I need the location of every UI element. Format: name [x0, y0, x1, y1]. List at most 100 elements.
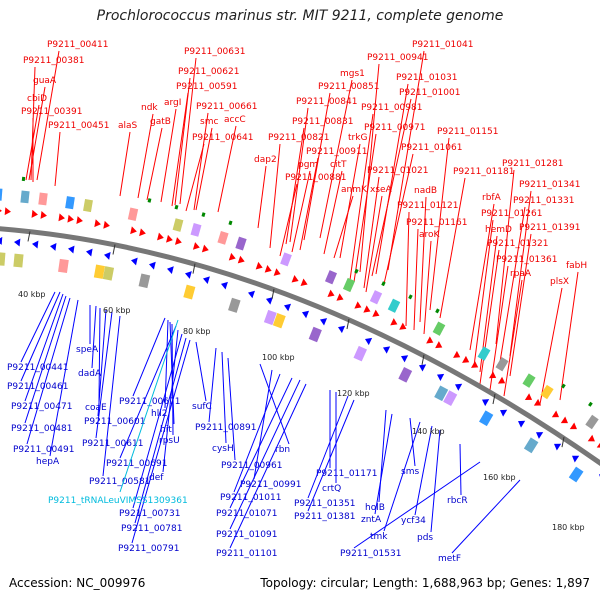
- reverse-gene-znta-label[interactable]: zntA: [361, 515, 382, 525]
- reverse-gene-p9211-01171-label[interactable]: P9211_01171: [316, 469, 377, 479]
- forward-gene-p9211-01281-label[interactable]: P9211_01281: [502, 159, 563, 169]
- reverse-gene-def-label[interactable]: def: [149, 473, 164, 483]
- reverse-gene-spea-label[interactable]: speA: [76, 345, 99, 355]
- reverse-gene-tmk-label[interactable]: tmk: [370, 532, 388, 542]
- reverse-gene-metf-label[interactable]: metF: [438, 554, 461, 564]
- reverse-gene-ycf34-label[interactable]: ycf34: [401, 516, 426, 526]
- forward-gene-p9211-01151-label[interactable]: P9211_01151: [437, 127, 498, 137]
- reverse-gene-p9211-00691-label[interactable]: P9211_00691: [106, 459, 167, 469]
- reverse-gene-p9211-00471-label[interactable]: P9211_00471: [11, 402, 72, 412]
- forward-gene-hemd-label[interactable]: hemD: [485, 225, 512, 235]
- reverse-gene-p9211-00991-label[interactable]: P9211_00991: [240, 480, 301, 490]
- reverse-gene-p9211-00481-label[interactable]: P9211_00481: [11, 424, 72, 434]
- reverse-gene-p9211-01091-label[interactable]: P9211_01091: [216, 530, 277, 540]
- forward-gene-p9211-01181-label[interactable]: P9211_01181: [453, 167, 514, 177]
- reverse-gene-dada-label[interactable]: dadA: [78, 369, 102, 379]
- forward-gene-ndk-label[interactable]: ndk: [141, 103, 158, 113]
- reverse-gene-hit-label[interactable]: hit: [160, 425, 172, 435]
- reverse-gene-crtq-label[interactable]: crtQ: [322, 484, 341, 494]
- forward-gene-p9211-00971-label[interactable]: P9211_00971: [364, 123, 425, 133]
- forward-gene-guaa-label[interactable]: guaA: [33, 76, 57, 86]
- forward-gene-argi-label[interactable]: argI: [164, 98, 181, 108]
- forward-gene-p9211-00641-label[interactable]: P9211_00641: [192, 133, 253, 143]
- forward-gene-p9211-00621-label[interactable]: P9211_00621: [178, 67, 239, 77]
- forward-gene-dap2-label[interactable]: dap2: [254, 155, 277, 165]
- reverse-gene-p9211-00611-label[interactable]: P9211_00611: [82, 439, 143, 449]
- forward-gene-pgm-label[interactable]: pgm: [298, 160, 318, 170]
- reverse-gene-p9211-01101-label[interactable]: P9211_01101: [216, 549, 277, 559]
- forward-gene-p9211-00661-label[interactable]: P9211_00661: [196, 102, 257, 112]
- reverse-gene-p9211-00961-label[interactable]: P9211_00961: [221, 461, 282, 471]
- forward-gene-p9211-01061-label[interactable]: P9211_01061: [401, 143, 462, 153]
- forward-gene-p9211-00881-label[interactable]: P9211_00881: [285, 173, 346, 183]
- forward-gene-p9211-01391-label[interactable]: P9211_01391: [519, 223, 580, 233]
- reverse-gene-p9211-00441-label[interactable]: P9211_00441: [7, 363, 68, 373]
- reverse-gene-sufc-label[interactable]: sufC: [192, 402, 212, 412]
- forward-gene-cbid-label[interactable]: cbiD: [27, 94, 47, 104]
- reverse-gene-coae-label[interactable]: coaE: [85, 403, 107, 413]
- forward-gene-mgs1-label[interactable]: mgs1: [340, 69, 365, 79]
- forward-gene-alas-label[interactable]: alaS: [118, 121, 138, 131]
- forward-gene-p9211-01331-label[interactable]: P9211_01331: [513, 196, 574, 206]
- reverse-gene-arrow: [266, 297, 273, 305]
- forward-gene-rpaa-label[interactable]: rpaA: [510, 269, 532, 279]
- forward-gene-p9211-00981-label[interactable]: P9211_00981: [361, 103, 422, 113]
- forward-gene-p9211-00631-label[interactable]: P9211_00631: [184, 47, 245, 57]
- reverse-gene-p9211-00781-label[interactable]: P9211_00781: [121, 524, 182, 534]
- forward-gene-p9211-00821-label[interactable]: P9211_00821: [268, 133, 329, 143]
- forward-gene-accc-label[interactable]: accC: [224, 115, 246, 125]
- forward-gene-p9211-01121-label[interactable]: P9211_01121: [397, 201, 458, 211]
- reverse-gene-p9211-00731-label[interactable]: P9211_00731: [119, 509, 180, 519]
- forward-gene-p9211-00451-label[interactable]: P9211_00451: [48, 121, 109, 131]
- forward-gene-p9211-00381-label[interactable]: P9211_00381: [23, 56, 84, 66]
- forward-gene-p9211-00411-label[interactable]: P9211_00411: [47, 40, 108, 50]
- forward-gene-p9211-00841-label[interactable]: P9211_00841: [296, 97, 357, 107]
- forward-gene-p9211-01321-label[interactable]: P9211_01321: [487, 239, 548, 249]
- reverse-gene-sms-label[interactable]: sms: [401, 467, 419, 477]
- forward-gene-p9211-00851-label[interactable]: P9211_00851: [318, 82, 379, 92]
- reverse-gene-p9211-01351-label[interactable]: P9211_01351: [294, 499, 355, 509]
- reverse-gene-cysh-label[interactable]: cysH: [212, 444, 234, 454]
- forward-gene-p9211-01161-label[interactable]: P9211_01161: [406, 218, 467, 228]
- forward-gene-plsx-label[interactable]: plsX: [550, 277, 569, 287]
- forward-gene-p9211-01041-label[interactable]: P9211_01041: [412, 40, 473, 50]
- forward-gene-p9211-01031-label[interactable]: P9211_01031: [396, 73, 457, 83]
- trna-label[interactable]: P9211_tRNALeuVIMSS1309361: [48, 496, 188, 506]
- forward-gene-trkg-label[interactable]: trkG: [348, 133, 367, 143]
- reverse-gene-p9211-01381-label[interactable]: P9211_01381: [294, 512, 355, 522]
- reverse-gene-rpsu-label[interactable]: rpsU: [159, 436, 180, 446]
- reverse-gene-p9211-00601-label[interactable]: P9211_00601: [84, 417, 145, 427]
- reverse-gene-p9211-00491-label[interactable]: P9211_00491: [13, 445, 74, 455]
- forward-gene-p9211-01261-label[interactable]: P9211_01261: [481, 209, 542, 219]
- forward-gene-nadb-label[interactable]: nadB: [414, 186, 437, 196]
- forward-gene-citt-label[interactable]: citT: [330, 160, 347, 170]
- reverse-gene-p9211-00791-label[interactable]: P9211_00791: [118, 544, 179, 554]
- reverse-gene-rbn-label[interactable]: rbn: [275, 445, 290, 455]
- forward-gene-p9211-01001-label[interactable]: P9211_01001: [399, 88, 460, 98]
- forward-gene-p9211-00391-label[interactable]: P9211_00391: [21, 107, 82, 117]
- forward-gene-gatb-label[interactable]: gatB: [150, 117, 171, 127]
- forward-gene-arok-label[interactable]: aroK: [419, 230, 441, 240]
- forward-gene-p9211-01361-label[interactable]: P9211_01361: [496, 255, 557, 265]
- forward-gene-p9211-00941-label[interactable]: P9211_00941: [367, 53, 428, 63]
- forward-gene-fabh-label[interactable]: fabH: [566, 261, 587, 271]
- reverse-gene-holb-label[interactable]: holB: [365, 503, 385, 513]
- forward-gene-p9211-00911-label[interactable]: P9211_00911: [306, 147, 367, 157]
- forward-gene-smc-label[interactable]: smc: [200, 117, 218, 127]
- forward-gene-xsea-label[interactable]: xseA: [370, 185, 393, 195]
- reverse-gene-pds-label[interactable]: pds: [417, 533, 433, 543]
- reverse-gene-p9211-00461-label[interactable]: P9211_00461: [7, 382, 68, 392]
- forward-gene-rbfa-label[interactable]: rbfA: [482, 193, 502, 203]
- forward-gene-p9211-00831-label[interactable]: P9211_00831: [292, 117, 353, 127]
- reverse-gene-p9211-01011-label[interactable]: P9211_01011: [220, 493, 281, 503]
- forward-gene-p9211-01341-label[interactable]: P9211_01341: [519, 180, 580, 190]
- forward-gene-anmk-label[interactable]: anmK: [341, 185, 368, 195]
- reverse-gene-hepa-label[interactable]: hepA: [36, 457, 60, 467]
- reverse-gene-rbcr-label[interactable]: rbcR: [447, 496, 468, 506]
- reverse-gene-p9211-00671-label[interactable]: P9211_00671: [119, 397, 180, 407]
- reverse-gene-p9211-01531-label[interactable]: P9211_01531: [340, 549, 401, 559]
- forward-gene-p9211-00591-label[interactable]: P9211_00591: [176, 82, 237, 92]
- reverse-gene-p9211-01071-label[interactable]: P9211_01071: [216, 509, 277, 519]
- forward-gene-p9211-01021-label[interactable]: P9211_01021: [367, 166, 428, 176]
- reverse-gene-p9211-00581-label[interactable]: P9211_00581: [89, 477, 150, 487]
